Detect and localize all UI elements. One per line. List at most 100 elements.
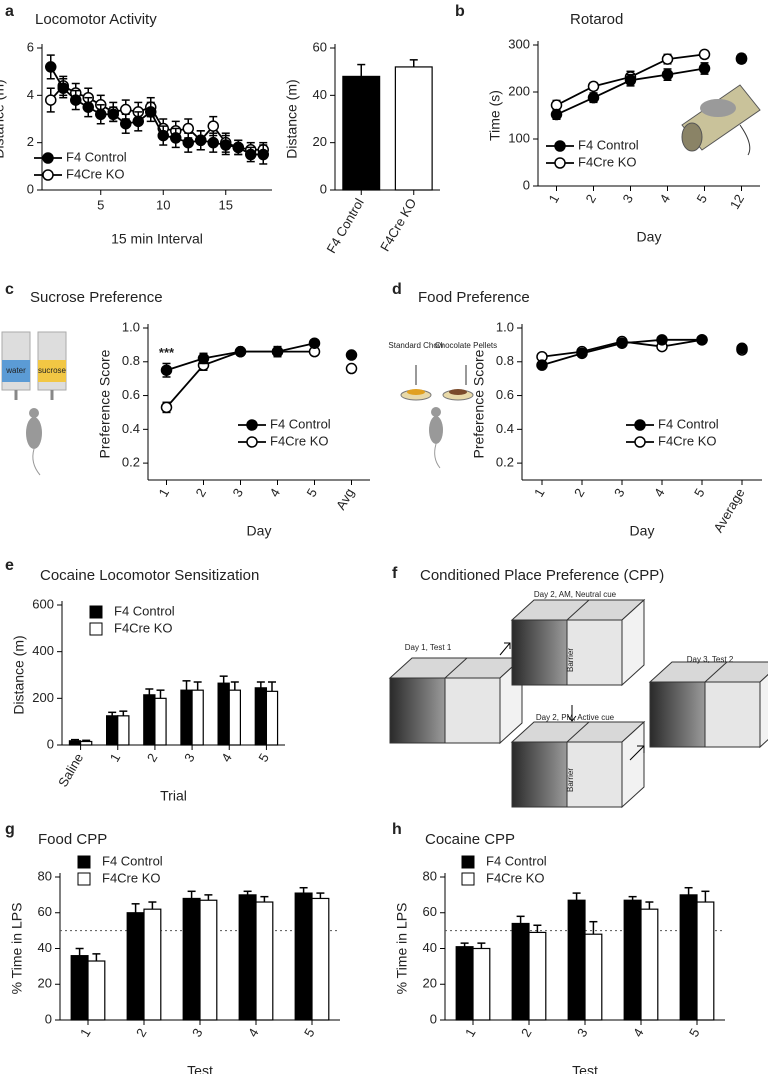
legend-label: F4 Control (270, 416, 331, 431)
error-bar (182, 680, 191, 691)
bar (294, 892, 313, 1021)
point (550, 99, 563, 111)
x-tick-label: 2 (192, 486, 209, 500)
point (345, 362, 358, 375)
x-tick-label: Avg (333, 486, 357, 513)
y-tick-label: 0 (320, 181, 327, 196)
bar (567, 899, 586, 1021)
point (536, 359, 548, 371)
x-tick-label: 2 (571, 486, 588, 500)
point (616, 337, 628, 349)
bar (182, 897, 201, 1021)
legend-swatch (461, 872, 475, 886)
legend-swatch (77, 855, 91, 869)
y-tick-label: 20 (313, 134, 327, 149)
point (82, 101, 94, 113)
y-axis-label: Distance (m) (11, 635, 27, 714)
bar (199, 899, 218, 1021)
y-tick-label: 40 (313, 87, 327, 102)
bar (394, 66, 433, 191)
bar (696, 901, 715, 1021)
chart-title: Cocaine CPP (425, 831, 515, 848)
point (696, 334, 708, 346)
error-bar (148, 901, 157, 910)
x-tick-label: 5 (255, 751, 272, 765)
point (170, 132, 182, 144)
panel-label: g (5, 821, 15, 838)
legend-label: F4Cre KO (114, 620, 173, 635)
y-tick-label: 0.8 (122, 353, 140, 368)
bar (126, 912, 145, 1021)
x-tick-label: 3 (189, 1026, 206, 1040)
y-tick-label: 0.4 (122, 421, 140, 436)
legend-marker (634, 419, 646, 431)
y-tick-label: 80 (38, 868, 52, 883)
chart-title: Locomotor Activity (35, 11, 157, 28)
series-line (50, 84, 264, 151)
x-tick-label: 3 (619, 192, 636, 206)
bar (70, 955, 89, 1021)
x-axis-label: Day (630, 523, 655, 539)
legend-label: F4Cre KO (486, 870, 545, 885)
point (271, 345, 284, 358)
x-axis-label: Trial (160, 788, 187, 804)
x-tick-label: 4 (656, 192, 673, 206)
bottle-label: water (5, 366, 26, 375)
chart-title: Food CPP (38, 831, 107, 848)
cage (511, 599, 645, 686)
y-tick-label: 0.8 (496, 353, 514, 368)
y-axis-label: % Time in LPS (9, 903, 25, 995)
y-tick-label: 0.2 (496, 455, 514, 470)
error-bar (684, 886, 693, 895)
point (45, 61, 57, 73)
x-tick-label: 1 (531, 486, 548, 500)
x-tick-label: 1 (462, 1026, 479, 1040)
point (160, 364, 173, 376)
x-tick-label: 5 (693, 192, 710, 206)
bar (623, 899, 642, 1021)
chart-title: Rotarod (570, 11, 623, 28)
legend-label: F4Cre KO (102, 870, 161, 885)
point (107, 108, 119, 121)
x-tick-label: 15 (219, 197, 233, 212)
x-tick-label: 5 (303, 486, 320, 500)
x-tick-label: 3 (181, 751, 198, 765)
legend-swatch (89, 622, 103, 636)
box-label: Day 3, Test 2 (687, 655, 734, 664)
point (207, 136, 219, 149)
legend-label: F4 Control (658, 416, 719, 431)
error-bar (516, 915, 525, 924)
food-label: Chocolate Pellets (435, 341, 497, 350)
food-illustration: Standard Chow Chocolate Pellets (388, 341, 497, 469)
arrow (567, 705, 577, 722)
legend-swatch (89, 605, 103, 619)
x-axis-label: Test (187, 1063, 213, 1074)
cpp-diagram: f Conditioned Place Preference (CPP) Day… (389, 565, 768, 808)
x-tick-label: 2 (518, 1026, 535, 1040)
point (345, 349, 358, 361)
y-tick-label: 300 (508, 36, 530, 51)
x-tick-label: 3 (611, 486, 628, 500)
x-tick-label: 4 (630, 1026, 647, 1040)
panel-label: d (392, 281, 402, 298)
error-bar (193, 681, 202, 691)
bar (228, 689, 241, 746)
point (234, 345, 247, 358)
bar (455, 946, 474, 1021)
x-tick-label: 5 (301, 1026, 318, 1040)
legend-marker (42, 152, 54, 164)
bar (238, 894, 257, 1021)
error-bar (131, 903, 140, 913)
point (550, 108, 563, 121)
x-axis-label: Day (247, 523, 272, 539)
bar (342, 75, 381, 191)
bar (254, 687, 268, 746)
error-bar (572, 892, 581, 901)
point (182, 122, 194, 135)
error-bar (145, 688, 154, 695)
x-tick-label: 4 (651, 486, 668, 500)
bar (640, 908, 659, 1021)
bar (143, 694, 156, 746)
y-tick-label: 0 (430, 1011, 437, 1026)
panel-label: c (5, 281, 14, 298)
